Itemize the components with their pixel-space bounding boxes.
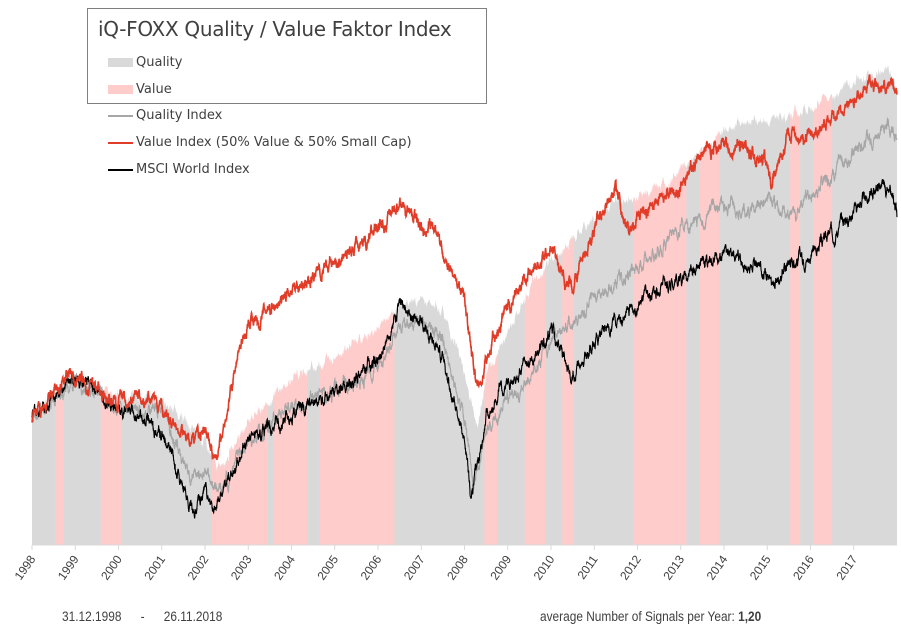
legend-box: iQ-FOXX Quality / Value Faktor Index Qua… <box>87 8 487 104</box>
value-period-band <box>562 64 574 545</box>
date-separator: - <box>140 609 145 624</box>
x-tick-label: 2013 <box>660 552 687 582</box>
x-tick-label: 2011 <box>574 552 600 581</box>
x-tick-label: 2016 <box>790 552 817 582</box>
legend-label: Quality Index <box>136 108 223 123</box>
value-index-line <box>31 74 898 461</box>
value-period-band <box>54 64 65 545</box>
value-swatch <box>108 85 133 94</box>
legend-value-index: Value Index (50% Value & 50% Small Cap) <box>108 135 412 150</box>
x-tick-label: 1998 <box>12 552 39 582</box>
x-tick-label: 2009 <box>487 552 514 582</box>
x-tick-label: 2001 <box>141 552 168 582</box>
x-tick-label: 1999 <box>55 552 82 582</box>
msci-line-swatch <box>108 168 133 171</box>
x-tick-label: 2015 <box>747 552 774 582</box>
value-line-swatch <box>108 141 133 144</box>
value-period-band <box>524 64 546 545</box>
x-tick-label: 2000 <box>98 552 125 582</box>
value-period-band <box>699 64 720 545</box>
x-tick-label: 2010 <box>531 552 558 582</box>
x-tick-label: 2017 <box>833 552 860 582</box>
signals-info: average Number of Signals per Year: 1,20 <box>540 609 761 624</box>
x-tick-label: 2012 <box>617 552 644 582</box>
value-period-band <box>319 64 395 545</box>
date-from: 31.12.1998 <box>62 609 122 624</box>
x-tick-label: 2014 <box>704 552 731 582</box>
value-period-band <box>484 64 498 545</box>
x-tick-label: 2004 <box>271 552 298 582</box>
series-lines <box>31 74 898 519</box>
legend-label: Value Index (50% Value & 50% Small Cap) <box>136 135 412 150</box>
x-ticks: 1998 1999 2000 2001 2002 2003 2004 2005 2006 2007… <box>12 545 860 583</box>
x-tick-label: 2006 <box>358 552 385 582</box>
value-period-band <box>813 64 833 545</box>
x-tick-label: 2003 <box>228 552 255 582</box>
signals-value: 1,20 <box>738 609 762 624</box>
date-to: 26.11.2018 <box>163 609 223 624</box>
quality-line-swatch <box>108 114 133 117</box>
x-tick-label: 2005 <box>314 552 341 582</box>
date-range: 31.12.1998 - 26.11.2018 <box>62 609 222 624</box>
value-period-band <box>633 64 687 545</box>
legend-label: MSCI World Index <box>136 162 250 177</box>
x-tick-label: 2007 <box>401 552 428 582</box>
legend-quality-index: Quality Index <box>108 108 222 123</box>
signals-label: average Number of Signals per Year: <box>540 609 735 624</box>
legend-label: Quality <box>136 55 183 70</box>
legend-quality-area: Quality <box>108 55 182 70</box>
chart-title: iQ-FOXX Quality / Value Faktor Index <box>98 17 452 41</box>
quality-index-line <box>31 117 898 496</box>
legend-msci-index: MSCI World Index <box>108 162 250 177</box>
value-period-band <box>790 64 801 545</box>
x-tick-label: 2002 <box>185 552 212 582</box>
legend-label: Value <box>136 82 172 97</box>
quality-swatch <box>108 58 133 67</box>
legend-value-area: Value <box>108 82 172 97</box>
x-tick-label: 2008 <box>444 552 471 582</box>
msci-world-index-line <box>31 179 898 519</box>
